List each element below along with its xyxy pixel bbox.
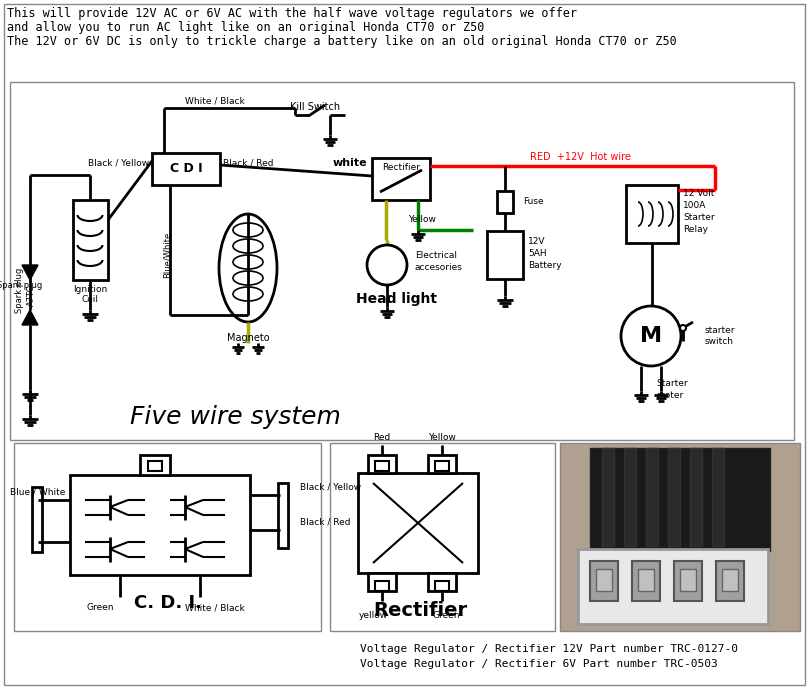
Bar [375,461,389,471]
Circle shape [680,325,686,331]
Bar [590,561,618,601]
Text: Starter: Starter [683,214,714,223]
Text: Relay: Relay [683,225,708,234]
Bar [368,455,396,473]
Circle shape [621,306,681,366]
Text: Spark plug: Spark plug [15,267,24,313]
Text: Head light: Head light [357,292,438,306]
Ellipse shape [219,214,277,322]
Bar [716,561,744,601]
Text: Black / Red: Black / Red [300,517,350,526]
Bar [435,581,449,591]
Text: Kill Switch: Kill Switch [290,102,340,112]
Bar [428,573,456,591]
Bar [278,483,288,548]
Bar [560,443,800,631]
Text: The 12V or 6V DC is only to trickle charge a battery like on an old original Hon: The 12V or 6V DC is only to trickle char… [7,36,677,48]
Text: Rectifier: Rectifier [373,601,467,619]
Polygon shape [22,310,38,325]
Bar [626,185,678,243]
Text: M: M [640,326,662,346]
Bar [674,561,702,601]
Bar [596,569,612,591]
Text: Red: Red [374,433,391,442]
Text: Blue / White: Blue / White [10,488,66,497]
Bar [487,231,523,279]
Text: C. D. I.: C. D. I. [134,594,202,612]
Text: C D I: C D I [170,163,202,176]
Text: 5AH: 5AH [528,249,547,258]
Text: Black / Yellow: Black / Yellow [300,482,361,491]
Text: Yellow: Yellow [428,433,456,442]
Bar [638,569,654,591]
Bar [690,448,702,546]
Text: Green: Green [87,604,114,613]
Bar [358,473,478,573]
Bar [435,461,449,471]
Bar [14,443,321,631]
Bar [712,448,724,546]
Text: white: white [332,158,367,168]
Text: Battery: Battery [528,260,561,269]
Text: Blue/White: Blue/White [163,232,172,278]
Text: A7TC: A7TC [27,285,36,306]
Text: Rectifier: Rectifier [382,163,420,172]
Bar [680,569,696,591]
Text: Starter: Starter [656,380,688,389]
Text: 100A: 100A [683,201,706,211]
Text: 12V: 12V [528,236,545,245]
Text: starter
switch: starter switch [705,327,735,346]
Circle shape [367,245,407,285]
Text: Ignition: Ignition [73,285,107,294]
Bar [70,475,250,575]
Bar [632,561,660,601]
Bar [497,191,513,213]
Text: Black / Red: Black / Red [223,158,273,167]
Text: moter: moter [656,391,684,400]
Text: 12 Volt: 12 Volt [683,189,714,198]
Bar [368,573,396,591]
Text: Magneto: Magneto [227,333,269,343]
Text: RED  +12V  Hot wire: RED +12V Hot wire [530,152,630,162]
Text: Spark plug: Spark plug [0,280,43,289]
Bar [330,443,555,631]
Text: Coil: Coil [82,294,99,303]
Text: Fuse: Fuse [523,198,544,207]
Text: Electrical: Electrical [415,251,457,260]
Text: accesories: accesories [415,263,463,271]
Text: This will provide 12V AC or 6V AC with the half wave voltage regulators we offer: This will provide 12V AC or 6V AC with t… [7,8,577,21]
Bar [578,549,768,624]
Polygon shape [22,265,38,280]
Bar [646,448,658,546]
Bar [152,153,220,185]
Bar [372,158,430,200]
Text: Five wire system: Five wire system [130,405,341,429]
Text: Voltage Regulator / Rectifier 6V Part number TRC-0503: Voltage Regulator / Rectifier 6V Part nu… [360,659,718,669]
Text: White / Black: White / Black [185,604,245,613]
Text: White / Black: White / Black [185,96,245,105]
Bar [148,461,162,471]
Text: Green: Green [432,610,460,619]
Bar [624,448,636,546]
Bar [722,569,738,591]
Text: Yellow: Yellow [408,216,436,225]
Bar [32,487,42,552]
Bar [602,448,614,546]
Text: yellow: yellow [358,610,388,619]
Bar [10,82,794,440]
Bar [590,448,770,551]
Bar [375,581,389,591]
Text: Voltage Regulator / Rectifier 12V Part number TRC-0127-0: Voltage Regulator / Rectifier 12V Part n… [360,644,738,654]
Bar [140,455,170,475]
Bar [73,200,108,280]
Text: and allow you to run AC light like on an original Honda CT70 or Z50: and allow you to run AC light like on an… [7,21,485,34]
Bar [668,448,680,546]
Text: Black / Yellow: Black / Yellow [88,158,149,167]
Bar [428,455,456,473]
